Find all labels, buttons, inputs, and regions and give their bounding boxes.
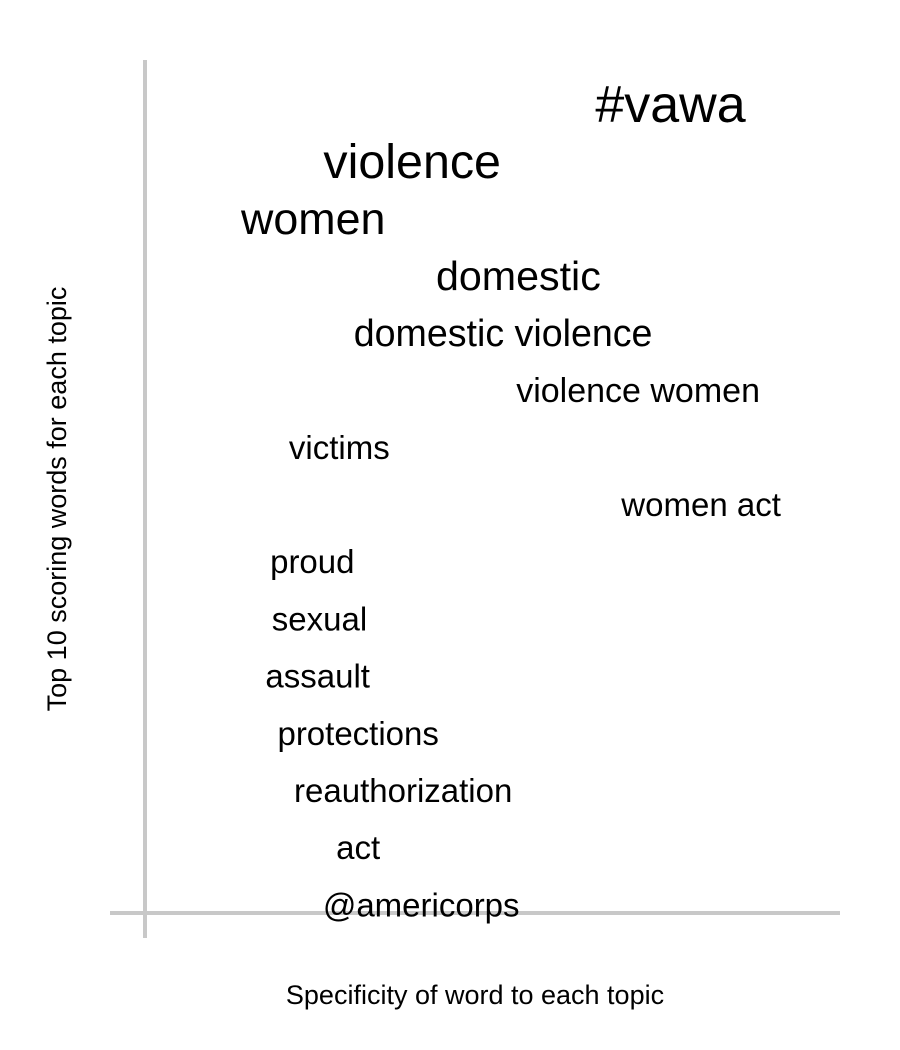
- word-label: #vawa: [595, 76, 745, 134]
- word-label: assault: [265, 658, 370, 695]
- word-label: @americorps: [323, 886, 520, 923]
- word-label: violence women: [516, 372, 760, 410]
- word-label: women: [240, 194, 385, 244]
- word-label: act: [336, 829, 380, 866]
- word-label: protections: [277, 715, 438, 752]
- y-axis-label: Top 10 scoring words for each topic: [42, 287, 72, 712]
- word-label: victims: [289, 429, 390, 466]
- x-axis-label: Specificity of word to each topic: [286, 980, 664, 1010]
- word-label: reauthorization: [294, 772, 512, 809]
- word-label: proud: [270, 543, 354, 580]
- word-label: domestic: [436, 253, 601, 299]
- word-label: sexual: [272, 600, 367, 637]
- word-label: violence: [323, 135, 501, 189]
- word-label: women act: [620, 486, 781, 523]
- word-label: domestic violence: [354, 312, 653, 354]
